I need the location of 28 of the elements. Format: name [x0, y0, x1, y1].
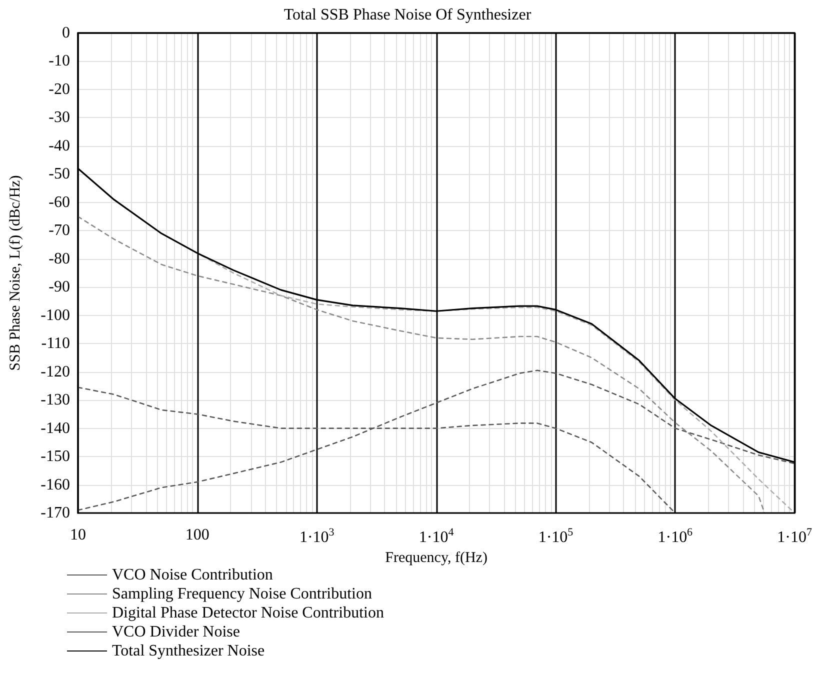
y-tick-label: -70: [48, 222, 70, 240]
legend-label: Sampling Frequency Noise Contribution: [112, 586, 372, 602]
legend-label: VCO Divider Noise: [112, 624, 240, 640]
y-tick-label: -20: [48, 80, 70, 98]
y-tick-label: -90: [48, 278, 70, 296]
y-tick-label: -130: [40, 392, 70, 409]
y-tick-label: -140: [40, 420, 70, 437]
x-axis-title: Frequency, f(Hz): [385, 550, 488, 566]
legend-label: VCO Noise Contribution: [112, 566, 273, 584]
legend-label: Digital Phase Detector Noise Contribution: [112, 604, 384, 622]
y-tick-label: -150: [40, 448, 70, 466]
y-tick-label: -100: [40, 306, 70, 324]
y-tick-label: -30: [48, 109, 70, 126]
y-tick-label: -10: [48, 52, 70, 70]
y-tick-label: -60: [48, 194, 70, 211]
y-tick-label: 0: [62, 24, 70, 42]
x-tick-label: 100: [185, 526, 210, 544]
legend-label: Total Synthesizer Noise: [112, 642, 265, 660]
y-tick-label: -50: [48, 166, 70, 183]
y-tick-label: -170: [40, 504, 70, 522]
y-tick-label: -120: [40, 363, 70, 380]
x-tick-label: 10: [70, 526, 86, 544]
y-tick-label: -40: [48, 137, 70, 154]
y-tick-label: -80: [48, 250, 70, 268]
y-tick-label: -160: [40, 476, 70, 494]
y-axis-title: SSB Phase Noise, L(f) (dBc/Hz): [8, 175, 24, 371]
y-tick-label: -110: [41, 335, 70, 352]
chart-title: Total SSB Phase Noise Of Synthesizer: [284, 6, 532, 24]
